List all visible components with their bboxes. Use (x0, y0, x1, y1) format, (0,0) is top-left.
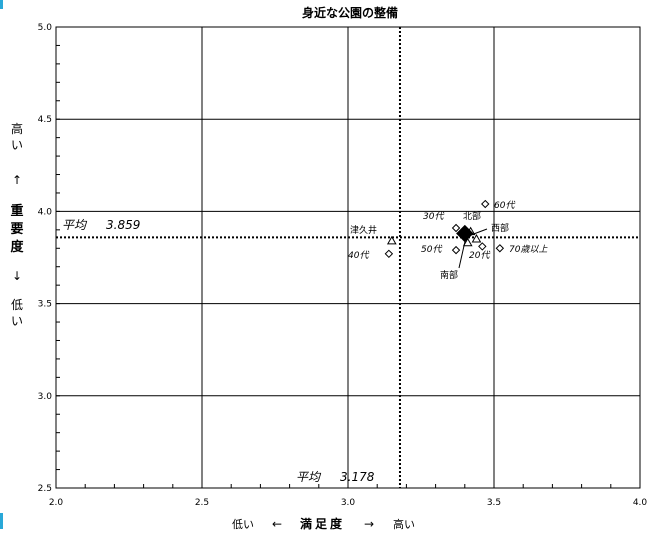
y-tick-label: 3.5 (38, 300, 52, 310)
x-axis-right-arrow: → (364, 517, 374, 531)
y-axis-title: 高い↑重要度↓低い (10, 121, 24, 328)
data-point-5 (451, 245, 461, 255)
data-point-4 (462, 237, 473, 247)
x-tick-label: 2.5 (195, 498, 209, 508)
average-x-label: 平均 (296, 470, 322, 484)
minor-ticks (55, 26, 641, 489)
x-axis-high: 高い (393, 517, 415, 531)
data-point-0 (481, 199, 490, 209)
label-50dai: 50代 (421, 244, 442, 255)
x-tick-labels: 2.0 2.5 3.0 3.5 4.0 (49, 498, 648, 508)
average-x-value: 3.178 (340, 470, 375, 484)
average-y-label: 平均 (62, 218, 88, 232)
label-20dai: 20代 (469, 250, 490, 261)
data-point-6 (478, 242, 487, 251)
x-tick-label: 4.0 (633, 498, 648, 508)
edge-accent-bottom (0, 513, 3, 529)
data-points (384, 199, 505, 259)
data-point-7 (495, 244, 505, 253)
x-axis-name: 満足度 (300, 516, 345, 531)
y-tick-label: 2.5 (38, 484, 52, 494)
x-axis-low: 低い (232, 518, 254, 531)
y-tick-label: 4.0 (38, 207, 53, 217)
data-point-8 (386, 235, 397, 245)
leader-line-seibu (470, 228, 488, 236)
chart-title: 身近な公園の整備 (302, 5, 398, 20)
x-axis-left-arrow: ← (272, 517, 282, 531)
average-x-annotation: 平均 3.178 (296, 470, 375, 484)
y-tick-label: 5.0 (38, 23, 53, 33)
y-tick-label: 3.0 (38, 392, 53, 402)
data-point-3 (471, 234, 482, 243)
y-axis-title-char: ↑ (12, 173, 22, 187)
x-tick-label: 2.0 (49, 498, 64, 508)
x-tick-label: 3.0 (341, 498, 356, 508)
y-axis-title-char: 低 (11, 298, 23, 312)
y-tick-label: 4.5 (38, 115, 52, 125)
label-60dai: 60代 (494, 200, 515, 211)
y-axis-title-char: い (11, 314, 23, 328)
y-axis-title-char: 度 (10, 239, 24, 255)
point-labels: 60代 30代 北部 西部 南部 50代 20代 70歳以上 津久井 40代 (348, 200, 548, 281)
label-30dai: 30代 (423, 211, 444, 222)
label-40dai: 40代 (348, 250, 369, 261)
label-hokubu: 北部 (463, 210, 481, 222)
y-axis-title-char: ↓ (12, 269, 22, 283)
x-tick-label: 3.5 (487, 498, 501, 508)
y-axis-title-char: 重 (10, 203, 23, 219)
edge-accent-top (0, 0, 3, 9)
label-70sai: 70歳以上 (509, 244, 548, 255)
leader-lines (458, 228, 488, 269)
leader-line-nanbu (458, 236, 467, 269)
x-axis-title: 低い ← 満足度 → 高い (232, 516, 415, 531)
data-point-9 (384, 249, 394, 259)
y-axis-title-char: 要 (10, 222, 23, 237)
label-tsukui: 津久井 (350, 224, 377, 236)
average-y-value: 3.859 (106, 218, 140, 232)
y-axis-title-char: い (11, 138, 23, 152)
y-tick-labels: 2.5 3.0 3.5 4.0 4.5 5.0 (38, 23, 53, 494)
average-y-annotation: 平均 3.859 (62, 218, 140, 232)
data-point-1 (451, 223, 461, 233)
y-axis-title-char: 高 (11, 121, 23, 136)
label-seibu: 西部 (491, 222, 509, 234)
label-nanbu: 南部 (440, 269, 458, 281)
